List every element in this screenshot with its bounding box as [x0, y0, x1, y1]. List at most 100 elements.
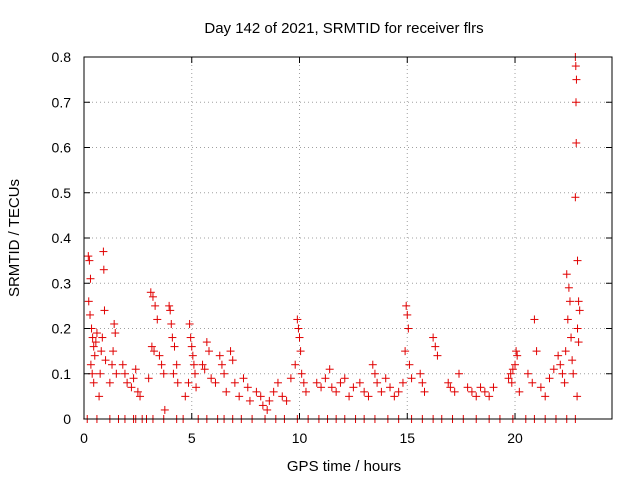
data-point	[556, 360, 565, 369]
data-point	[226, 347, 235, 356]
data-point	[536, 383, 545, 392]
data-point	[204, 347, 213, 356]
data-point	[336, 378, 345, 387]
data-point	[185, 319, 194, 328]
data-point	[562, 270, 571, 279]
data-point	[480, 387, 489, 396]
data-point	[97, 347, 106, 356]
data-point	[489, 383, 498, 392]
data-point	[446, 383, 455, 392]
data-point	[398, 378, 407, 387]
data-point	[508, 365, 517, 374]
data-point	[463, 383, 472, 392]
data-point	[110, 319, 119, 328]
data-point	[561, 347, 570, 356]
data-point	[340, 374, 349, 383]
data-point	[349, 383, 358, 392]
data-point	[153, 315, 162, 324]
y-axis-label: SRMTID / TECUs	[6, 179, 23, 297]
data-point	[394, 387, 403, 396]
data-point	[549, 365, 558, 374]
data-point	[355, 378, 364, 387]
data-point	[187, 342, 196, 351]
data-point	[172, 360, 181, 369]
data-point	[230, 378, 239, 387]
data-point	[189, 360, 198, 369]
data-point	[273, 378, 282, 387]
data-point	[370, 369, 379, 378]
data-point	[511, 360, 520, 369]
data-point	[170, 342, 179, 351]
x-tick-label: 0	[80, 430, 88, 446]
data-point	[574, 338, 583, 347]
data-point	[467, 387, 476, 396]
data-point	[572, 138, 581, 147]
data-point	[109, 347, 118, 356]
data-point	[136, 392, 145, 401]
data-point	[207, 374, 216, 383]
data-point	[295, 333, 304, 342]
data-point	[569, 369, 578, 378]
data-point	[574, 297, 583, 306]
data-point	[404, 324, 413, 333]
x-tick-label: 5	[188, 430, 196, 446]
data-point	[454, 369, 463, 378]
data-point	[86, 274, 95, 283]
data-point	[402, 301, 411, 310]
data-point	[200, 365, 209, 374]
data-point	[85, 256, 94, 265]
data-point	[148, 292, 157, 301]
data-point	[299, 378, 308, 387]
data-point	[312, 378, 321, 387]
data-point	[575, 306, 584, 315]
data-point	[572, 98, 581, 107]
data-point	[100, 306, 109, 315]
data-point	[95, 392, 104, 401]
data-point	[112, 369, 121, 378]
data-point	[192, 383, 201, 392]
data-point	[258, 401, 267, 410]
data-point	[416, 369, 425, 378]
data-point	[217, 360, 226, 369]
data-point	[327, 383, 336, 392]
data-point	[84, 252, 93, 261]
data-point	[560, 378, 569, 387]
data-point	[186, 333, 195, 342]
data-point	[545, 374, 554, 383]
data-point	[450, 387, 459, 396]
data-point	[173, 378, 182, 387]
data-point	[513, 351, 522, 360]
data-point	[243, 383, 252, 392]
data-point	[390, 392, 399, 401]
data-point	[407, 374, 416, 383]
data-point	[90, 351, 99, 360]
data-point	[573, 256, 582, 265]
data-point	[433, 351, 442, 360]
y-tick-label: 0.4	[52, 230, 72, 246]
data-point	[150, 347, 159, 356]
data-point	[286, 374, 295, 383]
data-point	[159, 369, 168, 378]
data-point	[222, 387, 231, 396]
data-point	[105, 378, 114, 387]
data-point	[568, 356, 577, 365]
data-point	[165, 301, 174, 310]
x-tick-label: 20	[507, 430, 523, 446]
data-point	[127, 383, 136, 392]
data-point	[321, 374, 330, 383]
data-point	[573, 392, 582, 401]
data-point	[88, 333, 97, 342]
data-point	[515, 387, 524, 396]
data-point	[169, 369, 178, 378]
data-point	[184, 378, 193, 387]
data-point	[541, 392, 550, 401]
data-point	[373, 378, 382, 387]
data-point	[84, 297, 93, 306]
data-point	[523, 369, 532, 378]
y-tick-label: 0.5	[52, 185, 72, 201]
data-point	[89, 342, 98, 351]
data-point	[572, 75, 581, 84]
data-point	[181, 392, 190, 401]
data-point	[245, 396, 254, 405]
